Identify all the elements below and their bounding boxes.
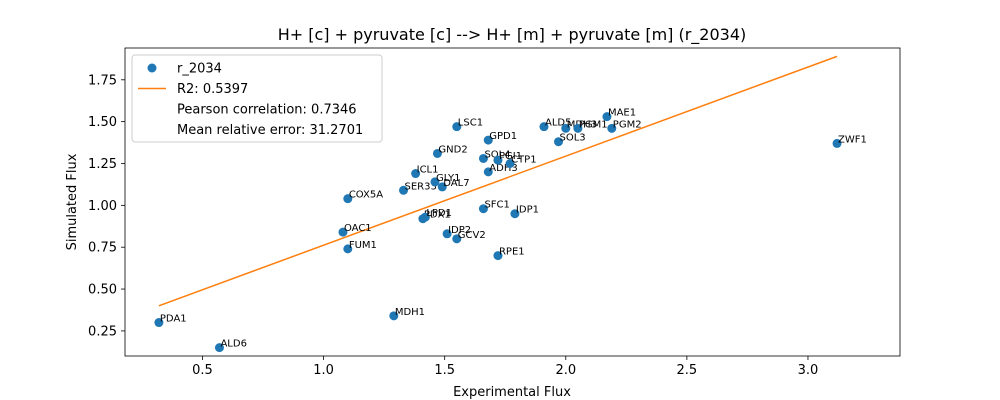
data-point — [214, 343, 224, 353]
data-point — [483, 135, 493, 145]
y-tick-label: 1.75 — [88, 73, 117, 88]
data-point — [338, 227, 348, 237]
point-label: PDX1 — [424, 210, 451, 221]
y-tick-label: 0.25 — [88, 324, 117, 339]
legend-entry-label: R2: 0.5397 — [177, 82, 248, 97]
point-label: MDH1 — [395, 307, 425, 318]
point-label: SOL4 — [484, 149, 510, 160]
point-label: OAC1 — [344, 223, 372, 234]
y-tick-label: 0.75 — [88, 241, 117, 256]
data-point — [573, 123, 583, 133]
legend-marker — [147, 63, 157, 73]
data-point — [539, 122, 549, 132]
x-tick-label: 2.5 — [677, 363, 698, 378]
data-point — [561, 123, 571, 133]
y-axis: 0.25 0.50 0.75 1.00 1.25 1.50 1.75 — [88, 73, 125, 339]
data-point — [505, 159, 515, 168]
data-point — [832, 138, 842, 148]
data-point — [452, 234, 462, 244]
data-point — [430, 177, 440, 187]
data-point — [607, 123, 617, 133]
x-tick-label: 3.0 — [798, 363, 819, 378]
point-label: ZWF1 — [838, 134, 867, 145]
point-label: PGM2 — [613, 119, 642, 130]
data-point — [554, 137, 564, 147]
point-label: SFC1 — [484, 200, 509, 211]
data-point — [154, 318, 164, 328]
y-tick-label: 1.50 — [88, 115, 117, 130]
point-label: MDH3 — [567, 119, 597, 130]
point-label: GND2 — [438, 144, 467, 155]
point-label: ICL1 — [417, 165, 439, 176]
data-point — [420, 212, 430, 222]
y-tick-label: 1.00 — [88, 199, 117, 214]
point-label: DAL7 — [443, 178, 469, 189]
point-label: SOL3 — [560, 133, 586, 144]
data-point — [478, 153, 488, 163]
data-point — [602, 112, 612, 122]
data-point — [399, 185, 409, 195]
point-label: IDP2 — [448, 225, 471, 236]
point-label: GCV2 — [458, 230, 486, 241]
data-point — [432, 148, 442, 158]
data-point — [493, 251, 503, 261]
point-label: GLY1 — [436, 173, 460, 184]
x-axis-label: Experimental Flux — [453, 385, 571, 400]
data-point — [437, 182, 447, 192]
point-label: RPE1 — [499, 247, 525, 258]
legend-box — [131, 54, 383, 143]
data-point — [452, 122, 462, 132]
legend: r_2034 R2: 0.5397 Pearson correlation: 0.7… — [131, 54, 383, 143]
x-tick-label: 1.5 — [434, 363, 455, 378]
point-label: ALD6 — [220, 339, 246, 350]
point-label: PGM1 — [579, 119, 608, 130]
legend-entry-label: r_2034 — [177, 62, 222, 77]
x-axis: 0.5 1.0 1.5 2.0 2.5 3.0 — [192, 356, 818, 378]
point-label: LSC1 — [458, 118, 483, 129]
data-point — [411, 169, 421, 179]
point-label: GPD1 — [489, 131, 517, 142]
point-label: PDA1 — [160, 314, 187, 325]
x-tick-label: 0.5 — [192, 363, 213, 378]
data-point — [510, 209, 520, 219]
legend-entry-label: Mean relative error: 31.2701 — [177, 123, 363, 138]
y-tick-label: 0.50 — [88, 283, 117, 298]
point-label: LPD1 — [426, 208, 452, 219]
point-label: PGI1 — [499, 151, 522, 162]
data-point — [389, 311, 399, 321]
plot-area: PDA1 ALD6 COX5A OAC1 FUM1 MDH1 SER33 ICL1 PDX1LP… — [154, 55, 867, 353]
point-label: COX5A — [349, 190, 383, 201]
point-label: MAE1 — [608, 108, 636, 119]
point-label: FUM1 — [349, 240, 377, 251]
axes-frame — [124, 47, 901, 357]
y-axis-label: Simulated Flux — [65, 153, 80, 250]
x-tick-label: 2.0 — [555, 363, 576, 378]
point-label: ALD5 — [545, 118, 571, 129]
fit-line — [158, 55, 838, 307]
point-label: ADH3 — [489, 163, 517, 174]
legend-entry-label: Pearson correlation: 0.7346 — [177, 103, 357, 118]
y-tick-label: 1.25 — [88, 157, 117, 172]
data-point — [493, 155, 503, 165]
chart-title: H+ [c] + pyruvate [c] --> H+ [m] + pyruv… — [278, 25, 747, 45]
data-point — [483, 167, 493, 177]
data-point — [343, 244, 353, 254]
point-label: SER33 — [405, 181, 437, 192]
point-label: CTP1 — [511, 155, 536, 166]
x-tick-label: 1.0 — [313, 363, 334, 378]
data-point — [442, 229, 452, 239]
data-point — [343, 194, 353, 204]
point-label: IDP1 — [516, 205, 539, 216]
data-point — [478, 204, 488, 214]
